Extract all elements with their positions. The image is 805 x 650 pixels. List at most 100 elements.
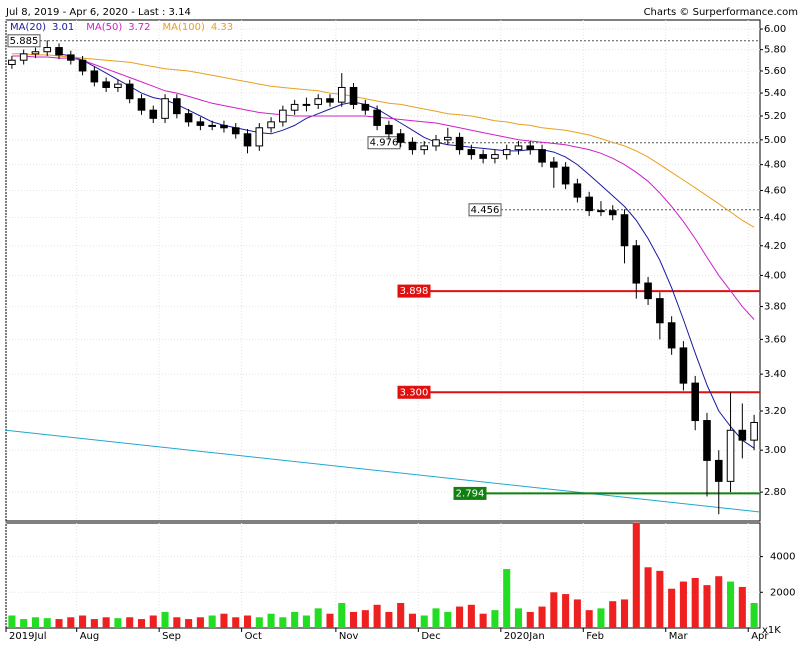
x-tick-label: Mar bbox=[669, 631, 689, 642]
volume-bar bbox=[597, 608, 605, 628]
volume-bar bbox=[656, 570, 664, 628]
volume-bar bbox=[397, 603, 405, 628]
candle-body bbox=[679, 347, 688, 384]
volume-bar bbox=[644, 567, 652, 628]
volume-bar bbox=[232, 617, 240, 628]
legend-name: MA(20) bbox=[10, 22, 46, 33]
candle-body bbox=[644, 282, 652, 300]
x-tick-label: Aug bbox=[80, 631, 100, 642]
trend-line bbox=[5, 429, 761, 513]
y-tick-label: 6.00 bbox=[764, 24, 786, 35]
candle-body bbox=[114, 83, 122, 88]
volume-bar bbox=[185, 619, 193, 628]
volume-bar bbox=[467, 604, 475, 628]
volume-bar bbox=[55, 619, 63, 628]
candle-body bbox=[738, 429, 747, 441]
candle-body bbox=[55, 47, 63, 56]
volume-bar bbox=[668, 588, 676, 628]
legend-value: 4.33 bbox=[211, 22, 233, 33]
volume-bar bbox=[715, 576, 723, 628]
volume-bar bbox=[102, 617, 110, 628]
level-box bbox=[397, 284, 431, 298]
candle-body bbox=[396, 133, 405, 143]
candle-body bbox=[703, 420, 711, 461]
candle-body bbox=[161, 98, 169, 119]
candle-body bbox=[78, 59, 87, 72]
volume-bar bbox=[456, 606, 464, 628]
volume-bar bbox=[291, 611, 299, 628]
volume-bar bbox=[750, 603, 758, 628]
volume-frame bbox=[5, 522, 761, 629]
legend-name: MA(50) bbox=[86, 22, 122, 33]
volume-bar bbox=[338, 603, 346, 628]
y-tick-label: 3.20 bbox=[764, 406, 786, 417]
y-tick-label: 5.40 bbox=[764, 88, 786, 99]
candle-body bbox=[538, 149, 546, 163]
candle-body bbox=[455, 136, 464, 151]
level-label: 3.300 bbox=[400, 387, 429, 398]
candle-body bbox=[349, 86, 358, 105]
chart-title: Jul 8, 2019 - Apr 6, 2020 - Last : 3.14 bbox=[5, 7, 191, 18]
candle-body bbox=[31, 51, 40, 55]
y-tick-label: 4.20 bbox=[764, 241, 786, 252]
volume-bar bbox=[444, 611, 452, 628]
ma-line bbox=[11, 55, 755, 320]
candle-body bbox=[385, 124, 393, 135]
y-tick-label: 4.60 bbox=[764, 185, 786, 196]
volume-bar bbox=[491, 610, 499, 628]
candle-body bbox=[279, 109, 287, 123]
y-tick-label: 5.00 bbox=[764, 135, 786, 146]
volume-bar bbox=[408, 613, 416, 628]
candle-body bbox=[184, 113, 193, 123]
volume-bar bbox=[350, 611, 358, 628]
volume-bar bbox=[562, 594, 570, 628]
candle-body bbox=[620, 214, 629, 247]
volume-bar bbox=[385, 611, 393, 628]
candle-body bbox=[585, 196, 593, 212]
candle-body bbox=[290, 103, 299, 111]
level-box bbox=[7, 34, 41, 48]
candle-body bbox=[408, 141, 417, 151]
candle-body bbox=[656, 298, 664, 324]
candle-body bbox=[173, 98, 181, 115]
candle-body bbox=[314, 98, 323, 105]
legend-name: MA(100) bbox=[163, 22, 205, 33]
candle-body bbox=[714, 459, 723, 482]
candle-body bbox=[632, 245, 641, 284]
volume-bar bbox=[703, 585, 711, 628]
volume-bar bbox=[691, 578, 699, 628]
candle-body bbox=[561, 166, 570, 185]
volume-bar bbox=[126, 617, 134, 628]
volume-bar bbox=[373, 604, 381, 628]
candle-body bbox=[550, 161, 558, 168]
x-tick-label: 2020Jan bbox=[504, 631, 545, 642]
level-box bbox=[453, 486, 487, 500]
y-tick-label: 3.00 bbox=[764, 445, 786, 456]
y-tick-label: 4.40 bbox=[764, 212, 786, 223]
volume-bar bbox=[255, 617, 263, 628]
legend-value: 3.01 bbox=[52, 22, 74, 33]
x-tick-label: Dec bbox=[421, 631, 440, 642]
candle-body bbox=[726, 429, 735, 482]
price-frame bbox=[5, 19, 761, 522]
candle-body bbox=[102, 81, 110, 88]
candle-body bbox=[137, 98, 146, 111]
volume-bar bbox=[279, 617, 287, 628]
legend-value: 3.72 bbox=[128, 22, 150, 33]
volume-bar bbox=[526, 611, 534, 628]
volume-bar bbox=[326, 613, 334, 628]
candle-body bbox=[302, 103, 311, 106]
volume-bar bbox=[432, 608, 440, 628]
volume-bar bbox=[173, 617, 181, 628]
candle-body bbox=[597, 210, 605, 213]
volume-bar bbox=[538, 606, 546, 628]
volume-bar bbox=[149, 615, 157, 628]
volume-bar bbox=[8, 615, 16, 628]
candle-body bbox=[573, 183, 582, 198]
y-tick-label: 2.80 bbox=[764, 487, 786, 498]
x-tick-label: Nov bbox=[339, 631, 359, 642]
level-label: 3.898 bbox=[400, 286, 429, 297]
x-tick-label: Feb bbox=[586, 631, 604, 642]
candle-body bbox=[691, 382, 700, 422]
